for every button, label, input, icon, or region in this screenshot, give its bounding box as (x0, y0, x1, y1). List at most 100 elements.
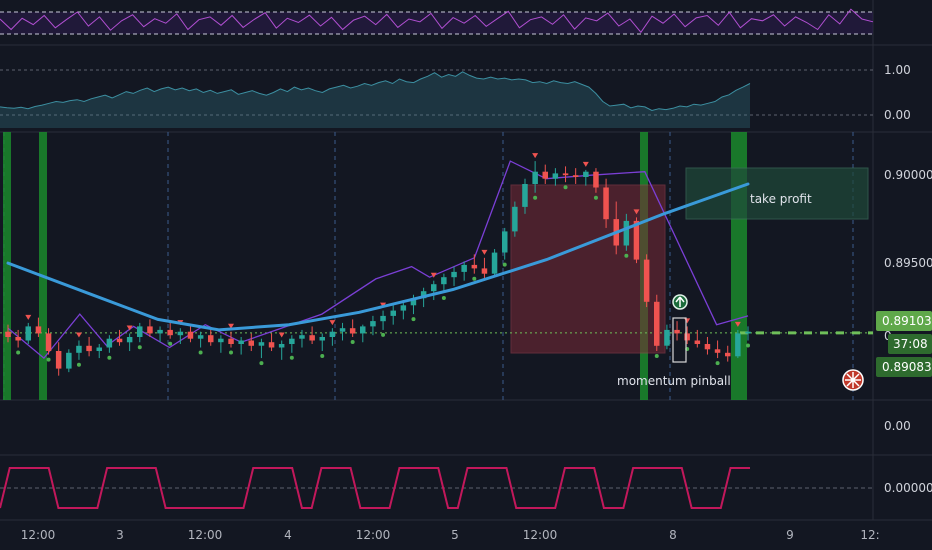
panel-separators (0, 0, 932, 521)
candle-body (157, 329, 163, 334)
time-tick-label: 5 (451, 528, 459, 542)
wave-line (0, 71, 751, 112)
time-tick-label: 12:00 (523, 528, 558, 542)
candle-body (390, 310, 396, 316)
candle-body (684, 333, 690, 341)
price-tick-90000: 0.90000 (884, 168, 932, 182)
price-panel: take profit momentum pinball (0, 132, 873, 400)
sell-marker (481, 249, 488, 255)
up-arrow-glyph (675, 296, 685, 307)
candle-body (66, 352, 72, 369)
candle-body (167, 329, 173, 336)
candle-body (248, 340, 254, 346)
candle-body (278, 344, 285, 348)
wave-area (0, 71, 750, 128)
signal-dot (350, 340, 355, 344)
signal-dot (46, 357, 51, 362)
wave-panel: 1.00 0.00 (0, 63, 911, 128)
signal-dot (229, 350, 234, 355)
time-tick-label: 12:00 (21, 528, 56, 542)
candle-body (491, 252, 498, 274)
sell-marker (126, 325, 133, 331)
last-price-tag[interactable] (876, 311, 932, 331)
candle-body (309, 335, 315, 341)
sell-marker (430, 272, 437, 278)
candle-body (137, 326, 143, 337)
candle-body (674, 329, 680, 334)
candle-body (268, 342, 275, 348)
signal-dot (715, 361, 720, 366)
candle-body (512, 206, 518, 232)
candle-body (86, 345, 92, 352)
candle-body (451, 271, 457, 278)
signal-dot (411, 317, 416, 322)
time-tick-label: 9 (786, 528, 794, 542)
candle-body (76, 345, 82, 353)
candle-body (370, 321, 376, 327)
candle-body (360, 326, 366, 334)
wave-tick-1: 1.00 (884, 63, 911, 77)
candle-body (329, 331, 336, 337)
candle-body (96, 347, 102, 351)
signal-dot (289, 355, 294, 360)
signal-dot (259, 361, 264, 366)
sell-marker (734, 321, 741, 327)
oscillator-panel: 0.00000 (0, 467, 932, 509)
candle-body (106, 338, 113, 348)
signal-dot (76, 362, 81, 367)
candle-body (471, 264, 478, 269)
candle-body (633, 220, 640, 260)
sell-marker (329, 320, 336, 326)
take-profit-box[interactable] (685, 167, 869, 220)
sell-marker (582, 161, 589, 167)
candle-body (339, 328, 346, 332)
wave-tick-0: 0.00 (884, 108, 911, 122)
candle-body (400, 305, 407, 311)
signal-dot (624, 253, 629, 258)
candle-body (552, 173, 559, 179)
candle-body (35, 326, 42, 334)
signal-dot (107, 355, 112, 360)
candle-body (431, 284, 437, 292)
momentum-box[interactable] (672, 317, 687, 363)
candle-body (522, 184, 528, 207)
candle-body (664, 329, 670, 346)
candle-body (572, 175, 579, 177)
candles (5, 153, 751, 376)
time-tick-label: 12:00 (356, 528, 391, 542)
candle-body (55, 351, 62, 369)
last-price-value: 0.89103 (882, 314, 932, 328)
candle-body (725, 352, 731, 357)
candle-body (5, 331, 11, 337)
candle-body (197, 335, 204, 339)
signal-bar (39, 132, 47, 400)
time-axis: 12:00 3 12:00 4 12:00 5 12:00 8 9 12: (21, 528, 880, 542)
signal-dot (168, 341, 173, 346)
countdown-tag (888, 334, 932, 354)
signal-dot (137, 345, 142, 350)
sell-marker (75, 332, 82, 338)
candle-body (208, 335, 214, 343)
stop-zone-box[interactable] (510, 184, 666, 354)
candle-body (116, 338, 123, 343)
candle-body (603, 187, 609, 220)
candle-body (694, 340, 701, 344)
price-axis: 0.90000 0.89500 0 0.89103 37:08 0.89083 (876, 168, 932, 377)
time-tick-label: 3 (116, 528, 124, 542)
candle-body (542, 171, 548, 179)
time-tick-label: 12: (860, 528, 879, 542)
candle-body (714, 349, 721, 353)
candle-body (126, 337, 133, 343)
candle-body (704, 344, 711, 350)
candle-body (410, 298, 417, 306)
candle-body (15, 337, 21, 341)
candle-body (299, 335, 305, 339)
candle-body (25, 326, 31, 341)
signal-dot (320, 354, 325, 358)
uk-flag-cross (845, 372, 861, 388)
candle-body (380, 315, 386, 322)
candle-body (289, 338, 295, 344)
sell-marker (532, 153, 539, 159)
signal-dot (502, 262, 507, 267)
